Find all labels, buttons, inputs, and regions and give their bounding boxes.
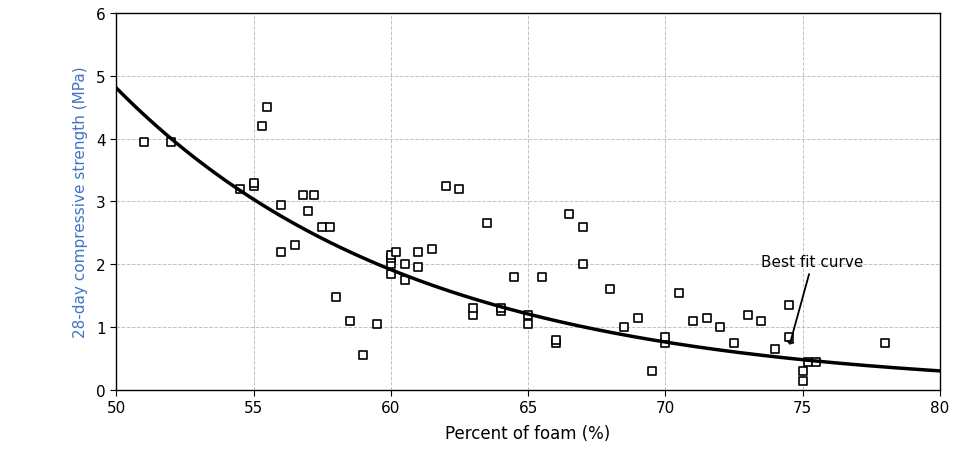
Point — [232, 186, 247, 193]
Point — [300, 207, 316, 215]
Point — [547, 336, 563, 344]
Point — [726, 339, 741, 347]
Point — [383, 252, 398, 259]
Point — [493, 308, 509, 315]
Point — [877, 339, 892, 347]
Point — [314, 224, 329, 231]
Text: Best fit curve: Best fit curve — [762, 254, 863, 344]
Y-axis label: 28-day compressive strength (MPa): 28-day compressive strength (MPa) — [73, 67, 88, 337]
Point — [273, 248, 289, 256]
Point — [781, 302, 797, 309]
Point — [164, 139, 179, 146]
Point — [630, 314, 645, 322]
Point — [465, 305, 481, 312]
Point — [672, 289, 687, 297]
Point — [411, 248, 426, 256]
Point — [658, 333, 673, 341]
Point — [383, 255, 398, 262]
Point — [356, 352, 371, 359]
Point — [424, 245, 440, 252]
Point — [246, 179, 262, 187]
Point — [254, 123, 269, 130]
Point — [712, 324, 728, 331]
Point — [306, 192, 322, 199]
Point — [547, 339, 563, 347]
Point — [396, 261, 412, 269]
Point — [603, 286, 618, 293]
Point — [520, 311, 536, 319]
Point — [781, 333, 797, 341]
Point — [296, 192, 311, 199]
Point — [493, 305, 509, 312]
Point — [369, 320, 385, 328]
Point — [479, 220, 494, 228]
Point — [754, 318, 769, 325]
Point — [507, 274, 522, 281]
Point — [246, 183, 262, 190]
Point — [383, 261, 398, 269]
Point — [520, 320, 536, 328]
Point — [699, 314, 714, 322]
Point — [136, 139, 151, 146]
Point — [800, 358, 816, 365]
Point — [287, 242, 302, 250]
Point — [767, 346, 783, 353]
Point — [643, 368, 659, 375]
Point — [616, 324, 632, 331]
Point — [260, 104, 275, 112]
Point — [323, 224, 338, 231]
Point — [342, 318, 358, 325]
Point — [576, 224, 591, 231]
X-axis label: Percent of foam (%): Percent of foam (%) — [446, 424, 610, 442]
Point — [795, 368, 810, 375]
Point — [534, 274, 549, 281]
Point — [658, 339, 673, 347]
Point — [411, 264, 426, 271]
Point — [438, 183, 453, 190]
Point — [795, 377, 810, 385]
Point — [685, 318, 701, 325]
Point — [561, 211, 577, 218]
Point — [396, 277, 412, 284]
Point — [328, 294, 344, 301]
Point — [383, 270, 398, 278]
Point — [452, 186, 467, 193]
Point — [273, 202, 289, 209]
Point — [808, 358, 824, 365]
Point — [465, 311, 481, 319]
Point — [389, 248, 404, 256]
Point — [740, 311, 756, 319]
Point — [576, 261, 591, 269]
